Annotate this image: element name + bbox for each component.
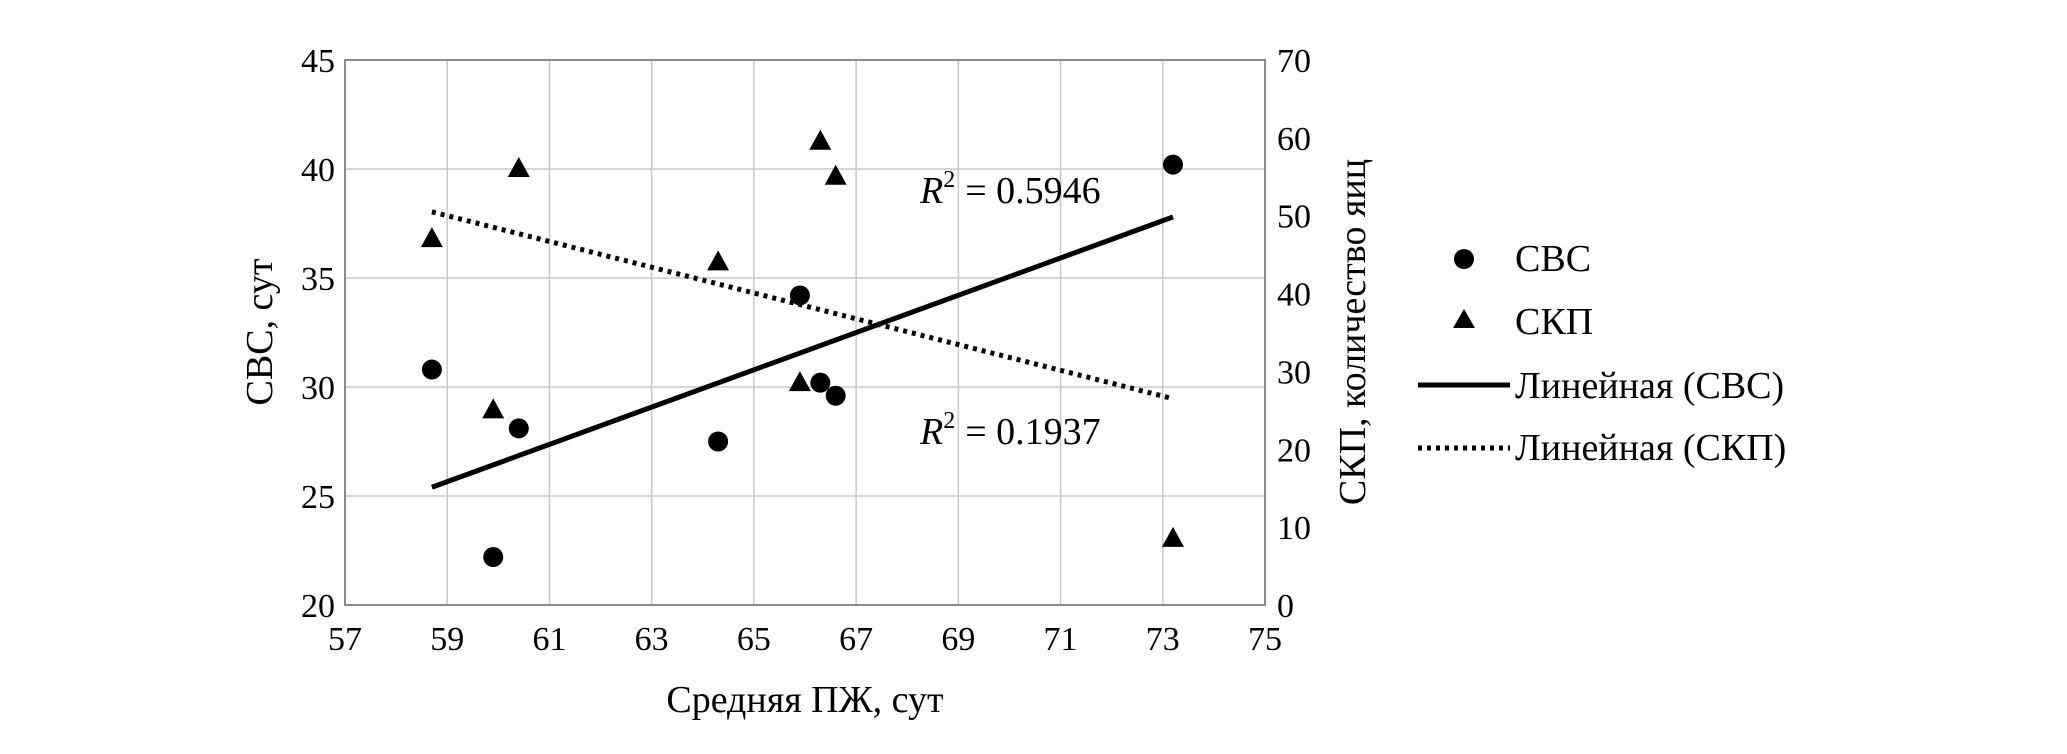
y2-axis-label: СКП, количество яиц [1332,159,1374,505]
x-axis-label: Средняя ПЖ, сут [666,679,944,721]
data-point-skp [420,227,443,248]
y-axis-label: СВС, сут [239,258,281,405]
y-tick-label: 30 [301,370,335,407]
data-point-svs [508,418,529,439]
data-point-skp [809,129,832,150]
y2-tick-label: 20 [1277,432,1311,469]
legend-label-trend-svs: Линейная (СВС) [1515,365,1784,407]
data-point-svs [708,431,729,452]
data-point-skp [1162,526,1184,547]
y-tick-label: 20 [301,588,335,625]
legend-label-trend-skp: Линейная (СКП) [1515,427,1786,469]
y2-tick-label: 0 [1277,588,1294,625]
r2-label-skp: R2 = 0.1937 [919,408,1101,453]
y2-tick-labels: 0 10 20 30 40 50 60 70 [1277,43,1311,625]
y-tick-label: 25 [301,479,335,516]
legend-item-svs: СВС [1454,238,1591,280]
y-tick-label: 45 [301,43,335,80]
x-tick-labels: 57 59 61 63 65 67 69 71 73 75 [328,621,1282,658]
x-tick-label: 71 [1044,621,1078,658]
y-tick-label: 40 [301,152,335,189]
legend-label-svs: СВС [1515,238,1591,280]
trendline-svs [431,214,1174,490]
legend-item-trend-svs: Линейная (СВС) [1418,365,1784,407]
trendlines [431,209,1174,490]
trendline-skp [431,209,1174,402]
x-tick-label: 73 [1146,621,1180,658]
y2-tick-label: 30 [1277,354,1311,391]
y2-tick-label: 60 [1277,121,1311,158]
data-point-svs [825,385,846,406]
x-tick-label: 65 [737,621,771,658]
legend-circle-marker [1454,249,1474,269]
data-point-skp [482,398,505,419]
x-tick-label: 67 [839,621,873,658]
data-point-skp [707,250,730,271]
y2-tick-label: 70 [1277,43,1311,80]
x-tick-label: 63 [635,621,669,658]
x-tick-label: 59 [430,621,464,658]
data-point-skp [824,164,847,185]
x-tick-label: 61 [532,621,566,658]
y-tick-label: 35 [301,261,335,298]
legend-label-skp: СКП [1515,301,1593,343]
data-point-skp [788,371,811,392]
plot-frame [344,59,1266,606]
x-tick-label: 57 [328,621,362,658]
data-point-svs [810,372,831,393]
legend: СВС СКП Линейная (СВС) Линейная (СКП) [1418,238,1786,469]
y-tick-labels: 20 25 30 35 40 45 [301,43,335,625]
x-tick-label: 75 [1248,621,1282,658]
legend-triangle-marker [1453,309,1475,328]
y2-tick-label: 50 [1277,199,1311,236]
data-point-svs [789,285,810,306]
data-point-skp [507,157,530,177]
y2-tick-label: 40 [1277,277,1311,314]
data-points [420,129,1184,568]
data-point-svs [421,359,442,380]
x-tick-label: 69 [941,621,975,658]
y2-tick-label: 10 [1277,510,1311,547]
legend-item-trend-skp: Линейная (СКП) [1418,427,1786,469]
legend-item-skp: СКП [1453,301,1593,343]
data-point-svs [1163,154,1183,175]
data-point-svs [483,547,504,568]
grid [344,59,1266,606]
r2-label-svs: R2 = 0.5946 [919,167,1101,212]
